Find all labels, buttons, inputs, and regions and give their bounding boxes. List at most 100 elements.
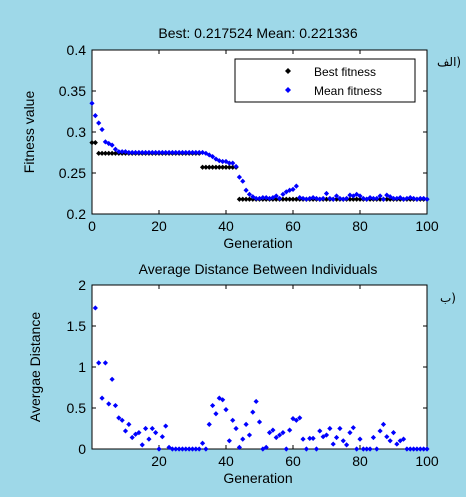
fitness-point — [166, 149, 172, 156]
fitness-point — [210, 164, 216, 170]
distance-point — [374, 446, 380, 452]
fitness-point — [350, 196, 356, 202]
chart-fitness-legend: Best fitness Mean fitness — [234, 58, 416, 103]
distance-point — [139, 442, 145, 448]
chart-distance-xlabel: Generation — [223, 470, 292, 486]
distance-point — [112, 402, 119, 409]
fitness-point — [323, 190, 330, 197]
fitness-point — [163, 149, 169, 156]
distance-point — [424, 446, 430, 452]
distance-point — [394, 441, 400, 447]
distance-point — [273, 434, 279, 441]
fitness-point — [153, 149, 159, 156]
fitness-point — [183, 149, 189, 156]
fitness-point — [424, 196, 430, 202]
fitness-point — [179, 149, 186, 156]
distance-point — [159, 434, 165, 440]
distance-point — [417, 446, 423, 452]
fitness-point — [102, 150, 108, 156]
distance-point — [119, 417, 125, 423]
distance-point — [102, 360, 108, 366]
fitness-point — [139, 149, 145, 156]
distance-point — [387, 438, 393, 444]
fitness-point — [310, 195, 316, 201]
fitness-point — [136, 149, 142, 156]
distance-point — [216, 395, 222, 401]
fitness-point — [277, 195, 283, 202]
distance-point — [307, 435, 313, 441]
distance-point — [179, 446, 186, 452]
fitness-point — [109, 150, 115, 156]
fitness-point — [417, 195, 423, 202]
chart-distance-series — [92, 305, 430, 452]
chart-distance-title: Average Distance Between Individuals — [139, 261, 378, 277]
distance-point — [143, 425, 149, 432]
fitness-point — [213, 164, 219, 170]
fitness-point — [149, 149, 155, 156]
fitness-point — [303, 196, 309, 202]
fitness-point — [89, 140, 95, 146]
legend-mean-marker — [285, 87, 291, 93]
distance-point — [96, 360, 102, 366]
fitness-ytick-label: 0.3 — [67, 124, 87, 140]
fitness-point — [143, 149, 149, 156]
distance-point — [354, 446, 360, 452]
distance-point — [189, 446, 196, 452]
fitness-point — [106, 140, 112, 147]
fitness-point — [220, 164, 226, 170]
fitness-point — [96, 150, 102, 156]
fitness-point — [354, 191, 360, 197]
side-label-bottom: ب) — [440, 291, 456, 305]
fitness-xtick-label: 100 — [415, 218, 439, 234]
chart-fitness-ticks: 0 20 40 60 80 100 0.2 0.25 0.3 0.35 0.4 — [59, 42, 439, 234]
fitness-point — [350, 193, 356, 199]
distance-point — [116, 415, 122, 421]
fitness-point — [89, 100, 95, 106]
legend-box — [234, 58, 416, 103]
distance-point — [357, 436, 363, 442]
fitness-point — [226, 160, 232, 166]
fitness-point — [193, 149, 199, 156]
distance-point — [106, 401, 112, 407]
distance-point — [297, 415, 303, 421]
distance-point — [163, 423, 169, 429]
distance-xtick-label: 20 — [151, 453, 167, 469]
fitness-point — [357, 193, 363, 199]
fitness-point — [287, 187, 293, 193]
fitness-point — [411, 195, 417, 202]
fitness-ytick-label: 0.25 — [59, 165, 86, 181]
fitness-point — [243, 187, 249, 193]
fitness-point — [317, 196, 323, 202]
distance-point — [390, 430, 397, 436]
distance-point — [126, 421, 132, 427]
distance-point — [263, 444, 269, 450]
distance-point — [377, 428, 383, 434]
chart-distance-ticks: 20 40 60 80 100 0 0.5 1 1.5 2 — [67, 277, 439, 469]
distance-point — [270, 427, 276, 433]
fitness-point — [380, 196, 387, 202]
fitness-point — [283, 189, 289, 195]
distance-point — [370, 434, 376, 441]
fitness-ytick-label: 0.2 — [67, 206, 87, 222]
distance-point — [233, 425, 239, 432]
fitness-point — [337, 195, 343, 202]
distance-point — [183, 446, 189, 452]
fitness-point — [333, 196, 340, 202]
distance-point — [320, 434, 326, 440]
fitness-xtick-label: 80 — [352, 218, 368, 234]
fitness-point — [189, 149, 196, 156]
fitness-point — [404, 195, 410, 202]
distance-point — [347, 430, 353, 436]
fitness-point — [196, 149, 202, 156]
distance-ytick-label: 1.5 — [67, 318, 87, 334]
fitness-xtick-label: 40 — [218, 218, 234, 234]
fitness-point — [290, 186, 296, 192]
fitness-point — [246, 191, 253, 197]
fitness-point — [240, 178, 246, 184]
fitness-point — [300, 195, 306, 202]
fitness-point — [293, 196, 299, 202]
fitness-point — [216, 164, 222, 170]
distance-point — [364, 446, 370, 452]
fitness-point — [112, 146, 119, 152]
distance-point — [109, 376, 115, 382]
